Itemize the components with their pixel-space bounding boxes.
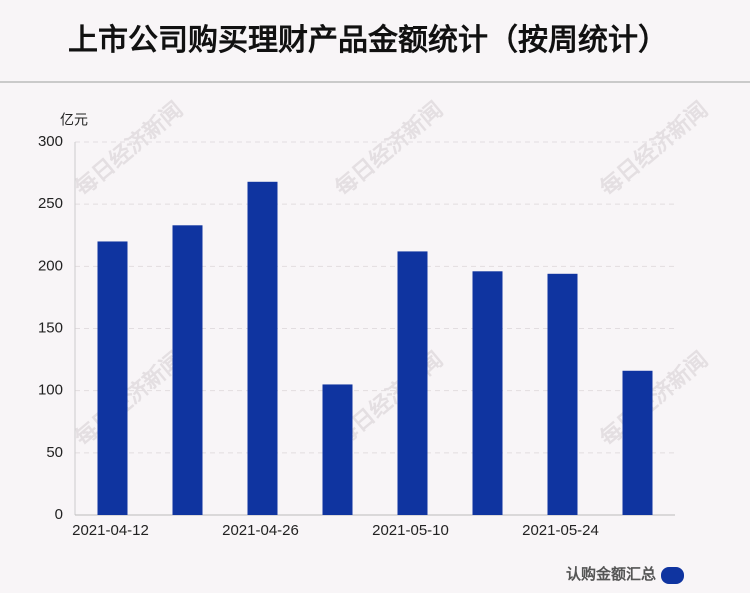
bar: [172, 225, 203, 515]
x-tick-label: 2021-05-10: [372, 522, 449, 539]
y-unit: 亿元: [60, 112, 88, 128]
y-tick-label: 100: [38, 382, 63, 399]
x-tick-label: 2021-04-26: [222, 522, 299, 539]
legend-label: 认购金额汇总: [566, 565, 656, 583]
y-tick-label: 300: [38, 133, 63, 150]
x-tick-label: 2021-05-24: [522, 522, 599, 539]
bar: [322, 384, 353, 515]
y-tick-label: 150: [38, 319, 63, 336]
y-tick-label: 0: [55, 506, 63, 523]
bar: [547, 273, 578, 515]
bar: [472, 271, 503, 515]
y-tick-label: 50: [46, 444, 63, 461]
x-tick-label: 2021-04-12: [72, 522, 149, 539]
y-tick-label: 250: [38, 195, 63, 212]
bar: [97, 241, 128, 515]
chart-title: 上市公司购买理财产品金额统计（按周统计）: [68, 23, 668, 57]
bar: [397, 251, 428, 515]
legend-swatch: [661, 567, 684, 584]
bar: [622, 370, 653, 515]
bar: [247, 181, 278, 515]
y-tick-label: 200: [38, 257, 63, 274]
